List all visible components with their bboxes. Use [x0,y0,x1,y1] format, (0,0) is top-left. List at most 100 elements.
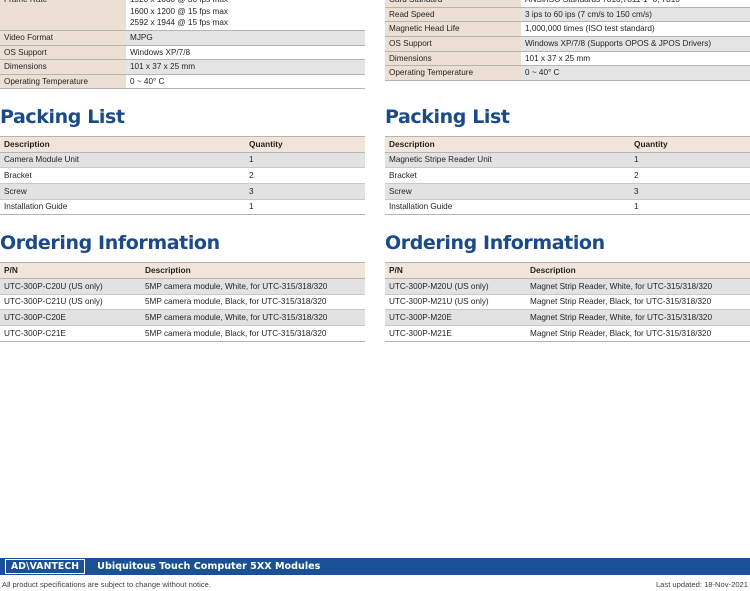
spec-value: 101 x 37 x 25 mm [126,59,365,75]
cell-secondary: 1 [630,199,750,216]
cell-primary: UTC-300P-M20U (US only) [385,278,526,295]
footer-last-updated: Last updated: 18-Nov-2021 [655,579,748,589]
left-spec-table-wrapper: Frame Rate1920 x 1080 @ 30 fps max1600 x… [0,0,365,90]
table-row: UTC-300P-M20U (US only) Magnet Strip Read… [385,278,750,295]
right-packing-table: Description Quantity Magnetic Stripe Rea… [385,136,750,216]
table-row: Dimensions 101 x 37 x 25 mm [385,51,750,67]
right-ordering-body: UTC-300P-M20U (US only) Magnet Strip Read… [385,278,750,342]
table-row: Magnetic Stripe Reader Unit 1 [385,152,750,169]
cell-primary: UTC-300P-C21E [0,325,141,342]
table-header-row: Description Quantity [0,136,365,153]
cell-primary: UTC-300P-M21U (US only) [385,294,526,311]
cell-secondary: 5MP camera module, White, for UTC-315/31… [141,309,365,327]
table-row: Camera Module Unit 1 [0,152,365,169]
cell-primary: Screw [385,183,630,200]
left-packing-body: Camera Module Unit 1 Bracket 2 Screw 3 Install… [0,152,365,216]
cell-secondary: 3 [245,183,365,200]
spec-value: MJPG [126,30,365,46]
spec-value: ANSI/ISO Standards 7810,7811-1~6, 7813 [521,0,750,8]
cell-secondary: 5MP camera module, White, for UTC-315/31… [141,278,365,295]
right-packing-head: Description Quantity [385,136,750,153]
spec-key: Magnetic Head Life [385,21,521,37]
spec-key: Read Speed [385,7,521,23]
table-row: Video Format MJPG [0,30,365,46]
spec-key: Dimensions [0,59,126,75]
spec-key: Frame Rate [0,0,126,31]
table-row: UTC-300P-M20E Magnet Strip Reader, White,… [385,309,750,327]
left-ordering-body: UTC-300P-C20U (US only) 5MP camera module… [0,278,365,342]
cell-primary: UTC-300P-M21E [385,325,526,342]
right-ordering-table: P/N Description UTC-300P-M20U (US only) M… [385,262,750,342]
spec-value: 1920 x 1080 @ 30 fps max1600 x 1200 @ 15… [126,0,365,31]
cell-secondary: Magnet Strip Reader, Black, for UTC-315/… [526,325,750,342]
col-header-quantity: Quantity [245,136,365,153]
spec-key: Operating Temperature [385,65,521,81]
left-column: Frame Rate1920 x 1080 @ 30 fps max1600 x… [0,0,365,342]
table-header-row: P/N Description [385,262,750,280]
table-row: Installation Guide 1 [0,199,365,216]
spec-value: 1,000,000 times (ISO test standard) [521,21,750,37]
table-row: UTC-300P-C21E 5MP camera module, Black, f… [0,325,365,342]
footer-note-row: All product specifications are subject t… [0,575,750,591]
col-header-description: Description [141,262,365,280]
spec-key: Operating Temperature [0,74,126,90]
cell-secondary: 1 [630,152,750,169]
table-row: Screw 3 [385,183,750,200]
table-row: UTC-300P-M21U (US only) Magnet Strip Read… [385,294,750,311]
cell-primary: Camera Module Unit [0,152,245,169]
right-spec-table-wrapper: Card StandardANSI/ISO Standards 7810,781… [385,0,750,90]
table-row: OS Support Windows XP/7/8 [0,45,365,61]
cell-primary: Bracket [0,167,245,185]
right-ordering-head: P/N Description [385,262,750,280]
cell-secondary: 2 [245,167,365,185]
cell-primary: Bracket [385,167,630,185]
two-column-layout: Frame Rate1920 x 1080 @ 30 fps max1600 x… [0,0,750,342]
spec-value: Windows XP/7/8 [126,45,365,61]
spec-key: Video Format [0,30,126,46]
footer-brand-bar: AD\VANTECH Ubiquitous Touch Computer 5XX… [0,558,750,575]
cell-primary: UTC-300P-C20U (US only) [0,278,141,295]
page-footer: AD\VANTECH Ubiquitous Touch Computer 5XX… [0,558,750,591]
table-row: Bracket 2 [0,167,365,185]
cell-secondary: 5MP camera module, Black, for UTC-315/31… [141,325,365,342]
spec-key: OS Support [0,45,126,61]
footer-document-title: Ubiquitous Touch Computer 5XX Modules [97,561,321,572]
cell-primary: Installation Guide [0,199,245,216]
table-row: OS Support Windows XP/7/8 (Supports OPOS … [385,36,750,52]
cell-secondary: Magnet Strip Reader, White, for UTC-315/… [526,309,750,327]
left-ordering-table: P/N Description UTC-300P-C20U (US only) 5… [0,262,365,342]
col-header-pn: P/N [0,262,141,280]
table-row: Bracket 2 [385,167,750,185]
col-header-quantity: Quantity [630,136,750,153]
left-packing-heading: Packing List [0,106,125,128]
right-packing-body: Magnetic Stripe Reader Unit 1 Bracket 2 Scre… [385,152,750,216]
right-spec-body: Card StandardANSI/ISO Standards 7810,781… [385,0,750,81]
table-row: Magnetic Head Life 1,000,000 times (ISO t… [385,21,750,37]
table-row: UTC-300P-C20U (US only) 5MP camera module… [0,278,365,295]
col-header-description: Description [385,136,630,153]
table-row: UTC-300P-M21E Magnet Strip Reader, Black,… [385,325,750,342]
table-row: Operating Temperature 0 ~ 40° C [385,65,750,81]
col-header-description: Description [0,136,245,153]
table-row: UTC-300P-C21U (US only) 5MP camera module… [0,294,365,311]
cell-secondary: Magnet Strip Reader, Black, for UTC-315/… [526,294,750,311]
right-packing-heading: Packing List [385,106,510,128]
table-row: Frame Rate1920 x 1080 @ 30 fps max1600 x… [0,0,365,31]
table-row: Screw 3 [0,183,365,200]
right-ordering-heading: Ordering Information [385,232,605,255]
left-packing-head: Description Quantity [0,136,365,153]
table-row: UTC-300P-C20E 5MP camera module, White, f… [0,309,365,327]
spec-value: 3 ips to 60 ips (7 cm/s to 150 cm/s) [521,7,750,23]
right-spec-table: Card StandardANSI/ISO Standards 7810,781… [385,0,750,81]
col-header-pn: P/N [385,262,526,280]
cell-secondary: 1 [245,152,365,169]
spec-value: Windows XP/7/8 (Supports OPOS & JPOS Dri… [521,36,750,52]
table-row: Dimensions 101 x 37 x 25 mm [0,59,365,75]
left-spec-body: Frame Rate1920 x 1080 @ 30 fps max1600 x… [0,0,365,90]
left-ordering-head: P/N Description [0,262,365,280]
table-header-row: Description Quantity [385,136,750,153]
cell-secondary: 5MP camera module, Black, for UTC-315/31… [141,294,365,311]
table-row: Read Speed 3 ips to 60 ips (7 cm/s to 150… [385,7,750,23]
cell-primary: UTC-300P-M20E [385,309,526,327]
